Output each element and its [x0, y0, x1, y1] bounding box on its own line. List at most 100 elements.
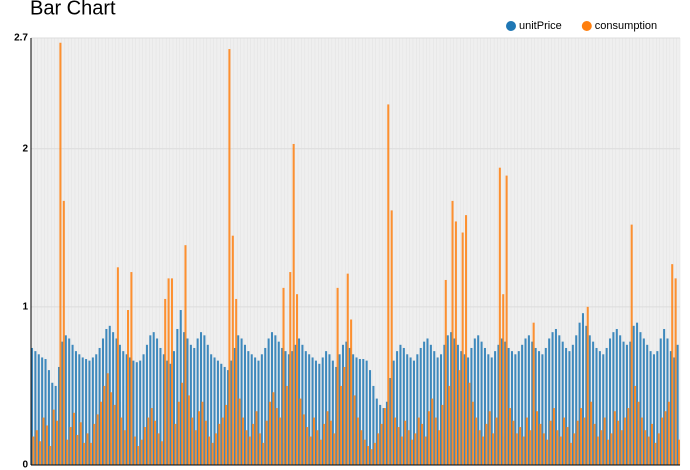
bar — [339, 385, 342, 465]
bar — [186, 338, 189, 465]
bar — [262, 442, 265, 465]
bar — [461, 232, 464, 465]
bar — [319, 439, 322, 465]
bar — [230, 360, 233, 465]
bar — [585, 325, 588, 465]
bar — [379, 404, 382, 465]
bar — [412, 360, 415, 465]
bar — [150, 408, 153, 465]
bar — [299, 398, 302, 465]
bar — [31, 347, 34, 465]
bar — [437, 430, 441, 465]
bar — [343, 366, 346, 465]
bar — [485, 423, 488, 465]
bar — [277, 341, 280, 465]
y-tick-label: 0 — [22, 460, 28, 470]
bar — [174, 423, 177, 465]
bar — [245, 430, 248, 465]
bar — [196, 338, 199, 465]
bar — [103, 385, 106, 465]
bar — [237, 335, 240, 465]
bar — [475, 417, 478, 465]
bar — [108, 325, 111, 465]
bar — [254, 357, 257, 465]
bar — [389, 378, 392, 465]
bar — [465, 215, 468, 465]
bar — [360, 430, 363, 465]
bar — [444, 279, 447, 465]
bar — [187, 395, 190, 465]
bar — [532, 322, 535, 465]
bar — [191, 417, 194, 465]
bar — [377, 433, 380, 465]
bar — [396, 351, 399, 465]
bar — [54, 385, 57, 465]
bar — [392, 360, 395, 465]
bar — [615, 328, 618, 465]
bar — [531, 341, 534, 465]
bar — [59, 42, 62, 465]
bar — [71, 344, 74, 465]
bar — [397, 427, 400, 465]
bar — [166, 360, 169, 465]
bar — [673, 357, 676, 465]
bar — [137, 446, 140, 465]
bar — [592, 341, 595, 465]
bar — [622, 341, 625, 465]
bar — [231, 235, 234, 465]
bar — [74, 351, 77, 465]
bar — [116, 267, 119, 465]
bar — [149, 335, 152, 465]
bar — [627, 408, 630, 465]
y-tick-label: 2 — [22, 143, 28, 154]
bar — [448, 385, 451, 465]
bar — [629, 341, 632, 465]
bar — [409, 357, 412, 465]
bar — [193, 347, 196, 465]
bar — [341, 344, 345, 465]
bar — [419, 347, 422, 465]
bar — [52, 409, 55, 465]
bar — [132, 360, 135, 465]
bar — [588, 335, 591, 465]
bar — [565, 347, 568, 465]
bar — [603, 417, 606, 465]
bar — [666, 338, 669, 465]
bar — [154, 420, 157, 465]
bar — [200, 332, 203, 465]
bar — [228, 49, 231, 465]
bar — [647, 436, 650, 465]
bar — [170, 278, 173, 465]
bar — [255, 411, 258, 465]
bar — [363, 439, 366, 465]
bar — [548, 338, 551, 465]
bar — [661, 417, 664, 465]
bar — [42, 417, 45, 465]
bar — [348, 347, 351, 465]
bar — [338, 354, 341, 465]
bar — [69, 427, 72, 465]
bar — [383, 408, 386, 465]
bar — [47, 370, 50, 465]
bar — [427, 411, 430, 465]
bar — [525, 417, 528, 465]
bar — [586, 306, 589, 465]
bar — [454, 221, 457, 465]
bar — [270, 332, 274, 465]
bar — [467, 357, 470, 465]
bar — [83, 442, 86, 465]
bar — [99, 401, 102, 465]
bar — [515, 433, 518, 465]
bar — [336, 287, 339, 465]
bar — [508, 408, 511, 465]
bar — [112, 332, 115, 465]
bar — [385, 401, 388, 465]
bar — [494, 351, 497, 465]
bar — [636, 322, 639, 465]
bar — [304, 351, 307, 465]
bar — [32, 436, 35, 465]
bar — [522, 436, 525, 465]
bar — [595, 347, 598, 465]
bar — [406, 354, 409, 465]
bar — [598, 351, 601, 465]
